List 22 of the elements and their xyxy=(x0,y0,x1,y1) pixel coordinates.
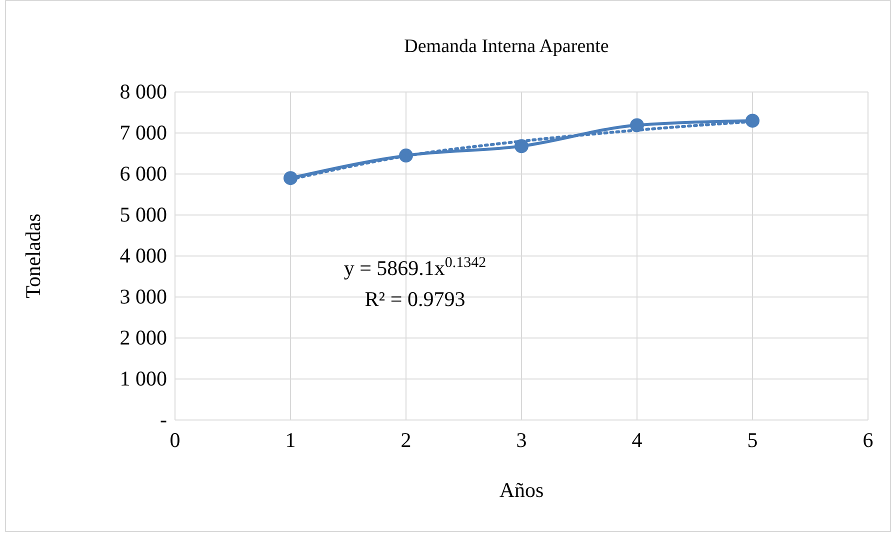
point xyxy=(746,114,760,128)
y-axis-title: Toneladas xyxy=(21,214,45,298)
x-tick-label: 0 xyxy=(170,428,180,452)
y-tick-label: 4 000 xyxy=(120,244,167,268)
x-tick-label: 4 xyxy=(632,428,643,452)
y-tick-label: 1 000 xyxy=(120,366,167,391)
chart-title: Demanda Interna Aparente xyxy=(404,36,609,57)
y-tick-label: 7 000 xyxy=(120,120,167,145)
y-tick-label: 3 000 xyxy=(120,284,167,309)
x-tick-label: 1 xyxy=(285,428,296,452)
annotation: y = 5869.1x$^{0.1342}$ xyxy=(344,255,486,280)
y-tick-label: 5 000 xyxy=(120,202,167,227)
y-tick-label: 8 000 xyxy=(120,80,167,104)
x-tick-label: 5 xyxy=(747,428,758,452)
y-tick-label: 6 000 xyxy=(120,162,167,186)
x-axis-title: Años xyxy=(499,478,544,502)
x-tick-label: 6 xyxy=(862,428,874,452)
y-tick-label: - xyxy=(160,408,167,432)
y-tick-label: 2 000 xyxy=(120,326,167,350)
x-tick-label: 2 xyxy=(400,428,412,452)
x-tick-label: 3 xyxy=(516,428,527,452)
annotation: R² = 0.9793 xyxy=(364,287,466,311)
